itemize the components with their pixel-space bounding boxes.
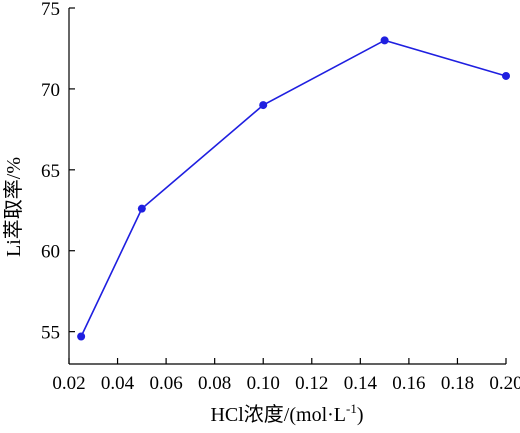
- x-tick-label: 0.14: [344, 373, 378, 394]
- x-tick-label: 0.20: [489, 373, 520, 394]
- x-tick-label: 0.12: [295, 373, 328, 394]
- x-axis-title-superscript: -1: [346, 401, 357, 416]
- x-tick-label: 0.18: [441, 373, 474, 394]
- data-point: [380, 36, 389, 45]
- series-line: [80, 39, 507, 337]
- y-tick-label: 55: [41, 323, 60, 344]
- y-tick-label: 65: [41, 161, 60, 182]
- axes: [68, 8, 506, 365]
- x-axis-title-tail: ): [357, 404, 364, 426]
- series-layer: [77, 36, 510, 341]
- x-tick-label: 0.08: [198, 373, 231, 394]
- x-tick-label: 0.04: [101, 373, 135, 394]
- x-tick-label: 0.10: [247, 373, 280, 394]
- x-tick-label: 0.02: [52, 373, 85, 394]
- y-tick-label: 75: [41, 0, 60, 20]
- x-axis-title: HCl浓度/(mol·L-1): [210, 401, 363, 426]
- data-point: [137, 204, 146, 213]
- x-tick-label: 0.16: [392, 373, 425, 394]
- y-tick-label: 60: [41, 242, 60, 263]
- y-tick-label: 70: [41, 80, 60, 101]
- data-point: [77, 332, 86, 341]
- x-tick-label: 0.06: [149, 373, 182, 394]
- x-ticks: 0.02 0.04 0.06 0.08 0.10 0.12 0.14 0.16 0.18 0.20: [52, 358, 520, 394]
- data-point: [259, 101, 268, 110]
- y-ticks: 55 60 65 70 75: [41, 0, 75, 344]
- data-point: [502, 71, 510, 80]
- y-axis-title: Li萃取率/%: [2, 157, 25, 257]
